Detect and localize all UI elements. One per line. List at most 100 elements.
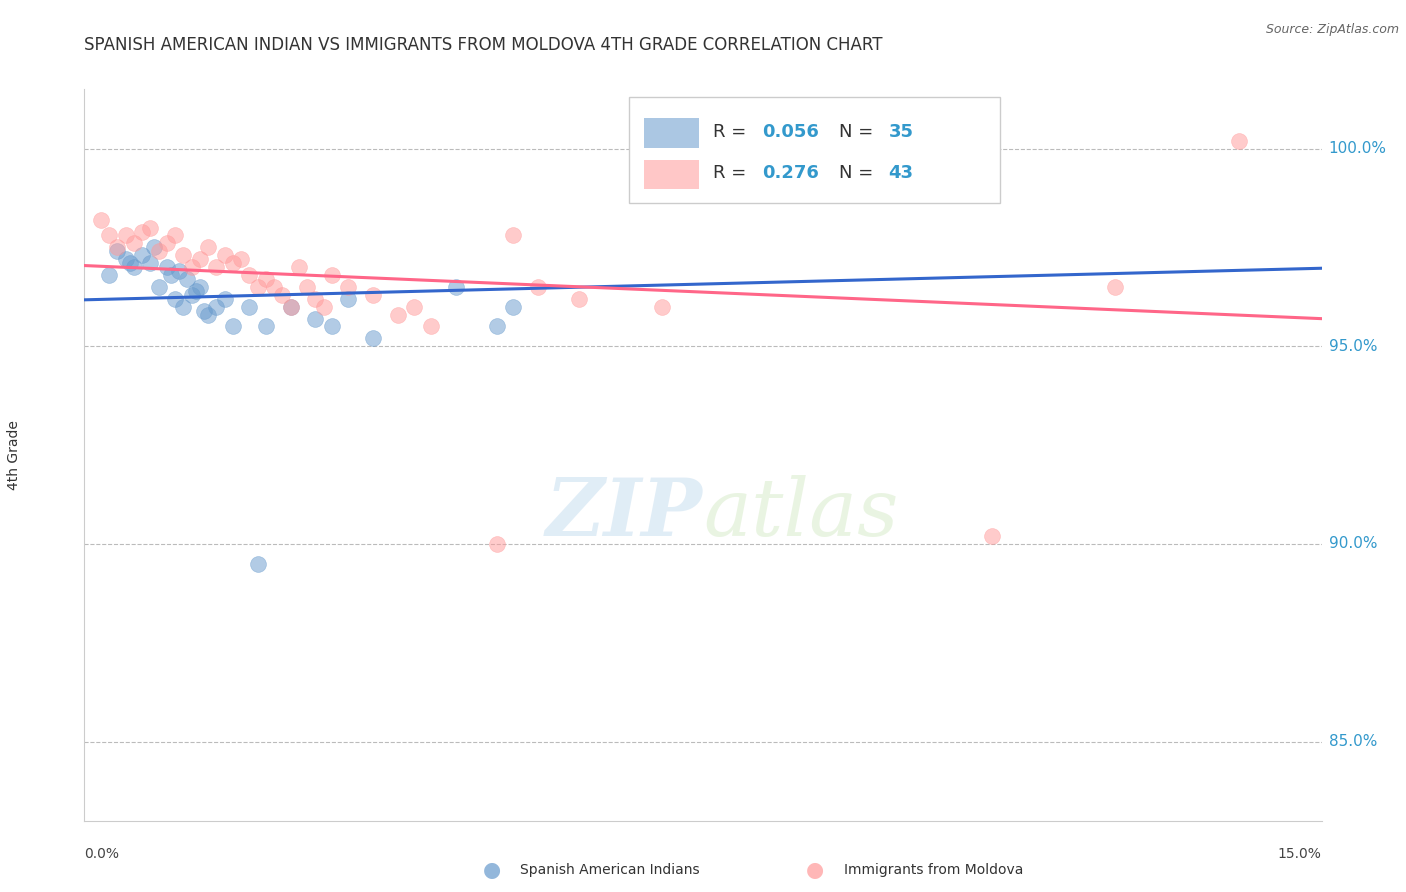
Point [165, 228, 187, 243]
Point [188, 280, 211, 294]
Point [118, 256, 141, 270]
Point [98, 228, 121, 243]
FancyBboxPatch shape [628, 96, 1000, 202]
Point [114, 252, 136, 267]
Point [105, 244, 128, 259]
Text: 100.0%: 100.0% [1329, 141, 1386, 156]
Point [361, 331, 384, 345]
Point [238, 268, 260, 282]
Point [184, 284, 207, 298]
Text: R =: R = [713, 122, 752, 141]
Point [361, 287, 384, 301]
Point [90, 212, 112, 227]
Point [197, 240, 219, 254]
Point [167, 264, 190, 278]
Text: R =: R = [713, 164, 752, 182]
Point [114, 228, 136, 243]
Point [148, 280, 170, 294]
Point [312, 300, 335, 314]
Text: atlas: atlas [703, 475, 898, 552]
Point [304, 311, 326, 326]
Point [263, 280, 285, 294]
Point [568, 292, 591, 306]
Point [939, 141, 962, 155]
FancyBboxPatch shape [644, 161, 699, 189]
Point [304, 292, 326, 306]
Text: 0.0%: 0.0% [84, 847, 120, 862]
Point [205, 260, 228, 274]
Point [222, 319, 245, 334]
Text: ●: ● [484, 860, 501, 880]
Point [1104, 280, 1126, 294]
Point [280, 300, 302, 314]
Point [131, 248, 153, 262]
Point [214, 248, 236, 262]
Text: 43: 43 [889, 164, 914, 182]
Point [280, 300, 302, 314]
Point [139, 220, 162, 235]
Point [156, 236, 179, 251]
Point [180, 260, 202, 274]
Point [143, 240, 166, 254]
Point [337, 292, 360, 306]
Point [527, 280, 550, 294]
Point [122, 260, 145, 274]
Point [105, 240, 128, 254]
Point [337, 280, 360, 294]
Text: 15.0%: 15.0% [1278, 847, 1322, 862]
Point [1227, 134, 1250, 148]
Point [980, 529, 1002, 543]
Point [238, 300, 260, 314]
Point [387, 308, 409, 322]
Point [444, 280, 467, 294]
Point [205, 300, 228, 314]
Text: N =: N = [839, 164, 879, 182]
FancyBboxPatch shape [644, 119, 699, 148]
Point [651, 300, 673, 314]
Point [222, 256, 245, 270]
Point [165, 292, 187, 306]
Point [749, 141, 772, 155]
Point [485, 319, 508, 334]
Text: 0.276: 0.276 [762, 164, 820, 182]
Point [254, 272, 277, 286]
Text: ZIP: ZIP [546, 475, 703, 552]
Point [197, 308, 219, 322]
Point [131, 225, 153, 239]
Point [288, 260, 311, 274]
Point [188, 252, 211, 267]
Point [156, 260, 179, 274]
Point [419, 319, 441, 334]
Point [254, 319, 277, 334]
Point [246, 280, 269, 294]
Point [295, 280, 318, 294]
Text: 4th Grade: 4th Grade [7, 420, 21, 490]
Point [172, 300, 194, 314]
Text: 95.0%: 95.0% [1329, 339, 1376, 354]
Text: Immigrants from Moldova: Immigrants from Moldova [844, 863, 1024, 877]
Point [485, 537, 508, 551]
Text: N =: N = [839, 122, 879, 141]
Point [180, 287, 202, 301]
Text: 0.056: 0.056 [762, 122, 820, 141]
Point [246, 557, 269, 571]
Text: Source: ZipAtlas.com: Source: ZipAtlas.com [1265, 22, 1399, 36]
Point [160, 268, 183, 282]
Point [214, 292, 236, 306]
Point [139, 256, 162, 270]
Text: SPANISH AMERICAN INDIAN VS IMMIGRANTS FROM MOLDOVA 4TH GRADE CORRELATION CHART: SPANISH AMERICAN INDIAN VS IMMIGRANTS FR… [84, 36, 883, 54]
Point [404, 300, 426, 314]
Text: 90.0%: 90.0% [1329, 536, 1376, 551]
Point [176, 272, 198, 286]
Text: 85.0%: 85.0% [1329, 734, 1376, 749]
Point [271, 287, 294, 301]
Point [321, 268, 343, 282]
Point [172, 248, 194, 262]
Point [148, 244, 170, 259]
Point [321, 319, 343, 334]
Text: 35: 35 [889, 122, 914, 141]
Point [122, 236, 145, 251]
Point [193, 303, 215, 318]
Point [502, 300, 524, 314]
Text: ●: ● [807, 860, 824, 880]
